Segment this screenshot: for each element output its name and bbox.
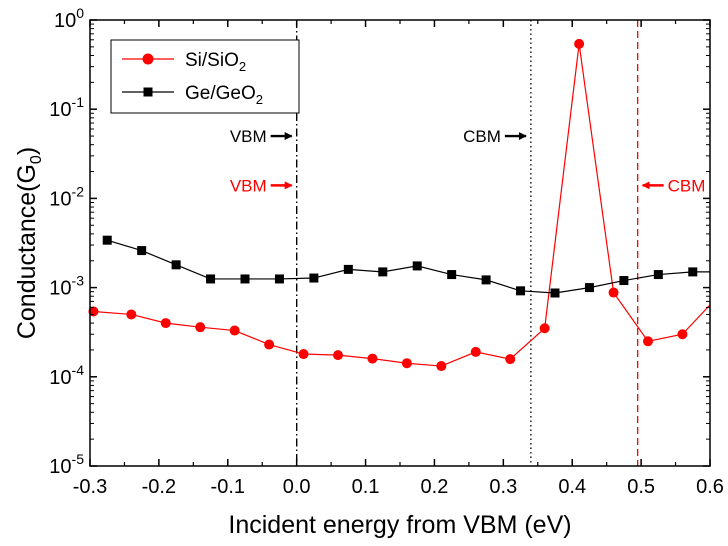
data-point — [298, 349, 309, 360]
legend: Si/SiO2 Ge/GeO2 — [110, 39, 300, 114]
data-point — [574, 38, 585, 49]
series-markers — [88, 38, 698, 372]
legend-ge-marker — [143, 87, 153, 97]
data-point — [436, 361, 447, 372]
y-tick-label: 10-2 — [49, 183, 84, 210]
data-point — [608, 287, 619, 298]
x-tick-label: -0.3 — [73, 476, 107, 498]
data-point — [401, 358, 412, 369]
y-tick-label: 10-4 — [49, 362, 84, 389]
data-point — [688, 267, 698, 277]
x-tick-label: 0.0 — [283, 476, 311, 498]
x-tick-label: -0.2 — [142, 476, 176, 498]
x-axis-ticks: -0.3 -0.2 -0.1 0.0 0.1 0.2 0.3 0.4 0.5 0.6 — [73, 20, 724, 498]
data-point — [171, 260, 181, 270]
data-point — [378, 267, 388, 277]
data-point — [274, 274, 284, 284]
data-point — [367, 353, 378, 364]
data-point — [160, 318, 171, 329]
data-point — [240, 274, 250, 284]
y-tick-label: 10-5 — [49, 451, 84, 478]
x-tick-label: 0.4 — [558, 476, 586, 498]
data-point — [584, 283, 594, 293]
y-tick-label: 10-1 — [49, 94, 84, 121]
x-tick-label: -0.1 — [211, 476, 245, 498]
data-point — [102, 235, 112, 245]
data-point — [550, 288, 560, 298]
data-point — [516, 286, 526, 296]
data-point — [126, 309, 137, 320]
y-axis-title: Conductance(G0) — [13, 147, 45, 339]
series-line-ge-geo2 — [107, 239, 710, 294]
annotation-label: CBM — [668, 176, 706, 195]
data-point — [653, 270, 663, 280]
annotation-label: CBM — [463, 127, 501, 146]
legend-ge-label: Ge/GeO2 — [185, 83, 263, 107]
x-tick-label: 0.6 — [696, 476, 724, 498]
x-tick-label: 0.2 — [421, 476, 449, 498]
data-point — [619, 276, 629, 286]
data-point — [229, 325, 240, 336]
y-axis-ticks: 100 10-1 10-2 10-3 10-4 10-5 — [49, 5, 710, 478]
data-point — [264, 339, 275, 350]
y-axis-title-end: ) — [13, 147, 41, 155]
data-point — [412, 261, 422, 271]
x-tick-label: 0.5 — [627, 476, 655, 498]
legend-ge-label-main: Ge/GeO — [185, 83, 256, 104]
data-point — [309, 273, 319, 283]
data-point — [195, 322, 206, 333]
legend-si-label: Si/SiO2 — [185, 50, 246, 74]
legend-si-label-main: Si/SiO — [185, 50, 239, 71]
data-point — [206, 274, 216, 284]
legend-si-marker — [142, 53, 154, 65]
data-point — [447, 270, 457, 280]
data-point — [343, 264, 353, 274]
data-point — [481, 275, 491, 285]
y-tick-label: 100 — [54, 5, 84, 32]
y-axis-title-sub: 0 — [28, 155, 45, 164]
legend-si-label-sub: 2 — [239, 59, 246, 74]
data-point — [137, 246, 147, 256]
annotations: VBM VBM CBM CBM — [230, 127, 706, 195]
data-point — [643, 336, 653, 347]
y-tick-label: 10-3 — [49, 273, 84, 300]
data-point — [505, 354, 516, 365]
data-point — [333, 350, 343, 361]
data-point — [470, 346, 481, 357]
legend-box — [110, 39, 300, 114]
x-tick-label: 0.1 — [352, 476, 380, 498]
annotation-label: VBM — [230, 176, 267, 195]
x-tick-label: 0.3 — [489, 476, 517, 498]
y-axis-title-main: Conductance(G — [13, 164, 41, 339]
annotation-label: VBM — [230, 127, 267, 146]
x-axis-title: Incident energy from VBM (eV) — [228, 511, 571, 539]
reference-lines — [296, 20, 639, 466]
data-point — [539, 323, 550, 334]
data-point — [677, 329, 688, 340]
legend-ge-label-sub: 2 — [256, 92, 263, 107]
